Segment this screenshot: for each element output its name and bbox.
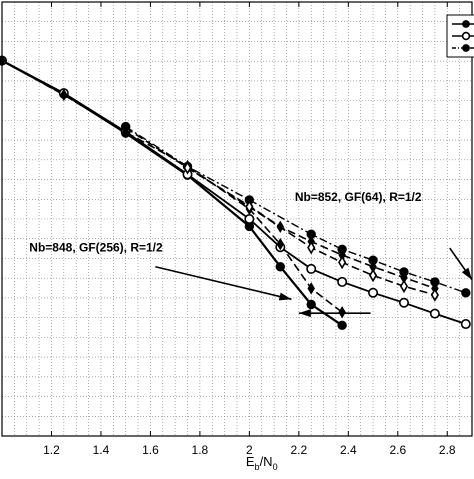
x-tick-label: 1.4 xyxy=(93,443,110,457)
series-6-point xyxy=(245,200,254,214)
x-axis-title-sub2: 0 xyxy=(273,462,278,472)
series-5-point xyxy=(276,220,285,234)
x-tick-label: 1.2 xyxy=(43,443,60,457)
series-line-3 xyxy=(125,126,467,294)
marker-layer xyxy=(0,54,471,331)
x-axis-title-slash: /N xyxy=(260,454,273,469)
annotation-arrow-line xyxy=(155,265,292,301)
series-1-point xyxy=(306,299,316,310)
annotation-label: Nb=852, GF(64), R=1/2 xyxy=(295,190,422,204)
x-tick-label: 2.2 xyxy=(290,443,307,457)
series-line-2 xyxy=(1,59,467,325)
annotation-arrow-head xyxy=(278,292,292,301)
legend xyxy=(446,14,474,58)
arrow-layer xyxy=(155,247,473,318)
series-4-point xyxy=(276,237,285,251)
x-axis-title-sub1: b xyxy=(255,462,260,472)
legend-marker xyxy=(462,44,470,52)
series-4-point xyxy=(338,306,346,319)
grid xyxy=(1,1,473,437)
x-axis-title-main: E xyxy=(246,454,255,469)
series-2-point xyxy=(398,297,409,308)
series-4-point xyxy=(60,88,68,102)
series-1-point xyxy=(275,262,285,272)
series-5-point xyxy=(121,121,130,135)
x-tick-label: 2 xyxy=(246,443,253,457)
series-6-point xyxy=(399,279,409,294)
x-tick-label: 1.8 xyxy=(192,443,209,457)
series-1-point xyxy=(337,320,347,331)
series-6-point xyxy=(368,268,378,283)
plot-frame xyxy=(1,1,473,437)
tick-layer: 1.2 1.4 1.6 1.8 2 2.2 2.4 2.6 2.8 xyxy=(43,2,456,457)
series-6-point xyxy=(430,288,439,302)
x-tick-label: 2.8 xyxy=(439,443,456,457)
x-tick-label: 2.4 xyxy=(340,443,357,457)
series-4-point xyxy=(307,282,315,295)
series-2-point xyxy=(244,214,255,225)
x-tick-label: 1.6 xyxy=(142,443,159,457)
x-axis-title: Eb/N0 xyxy=(246,454,278,472)
series-6-point xyxy=(183,160,192,175)
annotation-layer: Nb=852, GF(64), R=1/2 Nb=848, GF(256), R=… xyxy=(29,190,422,255)
annotation-arrow-head xyxy=(298,309,311,318)
series-2-point xyxy=(460,319,471,330)
x-tick-label: 2.6 xyxy=(389,443,406,457)
annotation-label: Nb=848, GF(256), R=1/2 xyxy=(29,241,163,255)
legend-marker xyxy=(462,20,470,28)
annotation-arrow-head xyxy=(461,267,472,280)
legend-marker xyxy=(461,31,471,41)
series-2-point xyxy=(306,263,317,274)
series-2-point xyxy=(368,287,379,298)
series-2-point xyxy=(429,308,440,319)
series-6-point xyxy=(338,255,347,270)
series-3-point xyxy=(461,288,471,298)
series-6-point xyxy=(307,240,316,255)
series-2-point xyxy=(337,276,348,287)
